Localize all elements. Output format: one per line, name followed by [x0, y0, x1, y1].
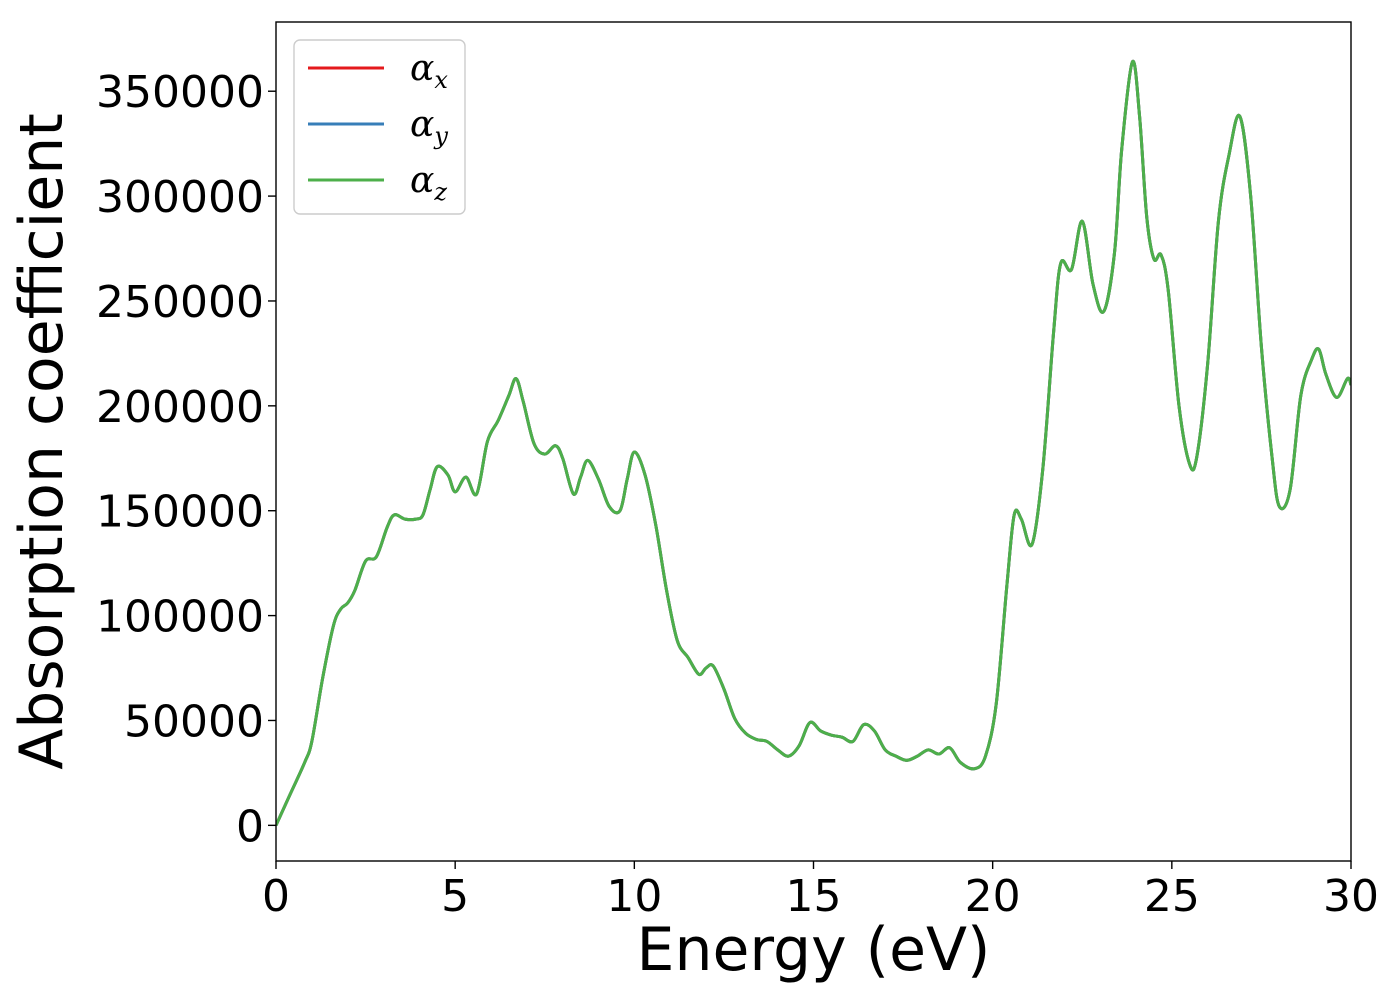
legend-label-y: αy	[410, 104, 448, 150]
series-lines	[276, 59, 1351, 826]
x-tick-label: 20	[965, 871, 1021, 922]
x-tick-label: 5	[441, 871, 469, 922]
legend-label-z: αz	[410, 160, 447, 206]
y-tick-label: 350000	[96, 67, 264, 118]
y-tick-label: 150000	[96, 487, 264, 538]
y-tick-label: 0	[236, 801, 264, 852]
legend: αx αy αz	[293, 39, 466, 215]
y-tick-label: 200000	[96, 382, 264, 433]
y-tick-label: 100000	[96, 592, 264, 643]
x-axis-ticks: 0 5 10 15 20 25 30	[262, 861, 1379, 922]
x-tick-label: 10	[606, 871, 662, 922]
y-axis-label: Absorption coefficient	[7, 113, 77, 770]
x-tick-label: 25	[1144, 871, 1200, 922]
y-tick-label: 250000	[96, 277, 264, 328]
y-tick-label: 300000	[96, 172, 264, 223]
series-line-alpha-z	[276, 59, 1351, 826]
x-tick-label: 30	[1323, 871, 1379, 922]
y-axis-ticks: 0 50000 100000 150000 200000 250000 300000 3500…	[96, 67, 276, 852]
legend-label-x: αx	[410, 48, 448, 94]
x-tick-label: 0	[262, 871, 290, 922]
legend-box	[293, 39, 466, 215]
x-tick-label: 15	[786, 871, 842, 922]
x-axis-label: Energy (eV)	[637, 915, 991, 985]
y-tick-label: 50000	[124, 696, 264, 747]
